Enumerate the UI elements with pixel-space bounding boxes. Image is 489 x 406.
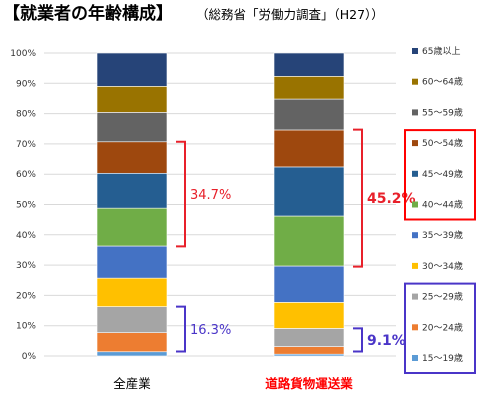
bar-segment — [96, 277, 168, 307]
bar-segment — [273, 52, 345, 77]
bar-segment — [96, 52, 168, 87]
bracket-label: 9.1% — [367, 333, 406, 349]
legend-highlight-box — [404, 282, 476, 375]
y-tick-label: 100% — [10, 49, 36, 59]
legend-swatch — [412, 232, 418, 239]
legend-swatch — [412, 324, 418, 331]
legend-label: 45～49歳 — [422, 168, 463, 180]
bracket — [176, 305, 186, 353]
legend-swatch — [412, 78, 418, 85]
bar-segment — [273, 166, 345, 217]
bar-segment — [273, 346, 345, 355]
legend-label: 50～54歳 — [422, 137, 463, 149]
bar-segment — [273, 98, 345, 131]
bracket — [353, 327, 363, 353]
legend-label: 25～29歳 — [422, 291, 463, 303]
bracket — [176, 140, 186, 248]
bracket-label: 34.7% — [190, 188, 231, 203]
chart-subtitle: （総務省「労働力調査」（H27）） — [196, 7, 384, 22]
y-tick-label: 70% — [16, 140, 36, 150]
legend-label: 65歳以上 — [422, 45, 460, 57]
bracket-annotations: 34.7% 16.3% 45.2% 9.1% — [176, 128, 416, 353]
y-tick-label: 30% — [16, 261, 36, 271]
bar-segment — [273, 215, 345, 267]
legend-swatch — [412, 48, 418, 54]
legend-highlight-box — [404, 129, 476, 221]
bar-segment — [96, 207, 168, 247]
y-tick-label: 50% — [16, 201, 36, 211]
bar-segment — [273, 302, 345, 329]
bar-segment — [273, 328, 345, 347]
legend-label: 55～59歳 — [422, 106, 463, 118]
bar-segment — [96, 245, 168, 279]
category-labels: 全産業 道路貨物運送業 — [113, 376, 353, 391]
y-tick-label: 60% — [16, 170, 36, 180]
legend: 65歳以上 60～64歳 55～59歳 50～54歳 45～49歳 40～44歳 35～39… — [404, 45, 476, 375]
bar-segment — [273, 129, 345, 168]
bar-segment — [96, 351, 168, 357]
bar-segment — [96, 141, 168, 174]
bracket-label: 16.3% — [190, 323, 231, 338]
legend-swatch — [412, 109, 418, 116]
legend-label: 30～34歳 — [422, 260, 463, 272]
y-tick-label: 0% — [22, 352, 37, 362]
y-tick-label: 90% — [16, 79, 36, 89]
bar-segment — [96, 86, 168, 113]
y-tick-label: 10% — [16, 322, 36, 332]
bar-segment — [96, 172, 168, 209]
legend-swatch — [412, 201, 418, 208]
chart-title: 【就業者の年齢構成】 — [3, 3, 173, 24]
bracket-label: 45.2% — [367, 191, 416, 207]
legend-label: 15～19歳 — [422, 352, 463, 364]
category-label: 全産業 — [113, 376, 151, 391]
legend-label: 60～64歳 — [422, 76, 463, 88]
y-tick-label: 20% — [16, 291, 36, 301]
bar-segment — [273, 76, 345, 100]
legend-label: 40～44歳 — [422, 199, 463, 211]
bar-segment — [96, 332, 168, 353]
y-tick-label: 40% — [16, 231, 36, 241]
bar-segment — [96, 112, 168, 143]
legend-swatch — [412, 170, 418, 177]
bar-segment — [273, 265, 345, 303]
legend-label: 35～39歳 — [422, 229, 463, 241]
legend-label: 20～24歳 — [422, 321, 463, 333]
y-tick-label: 80% — [16, 110, 36, 120]
legend-swatch — [412, 355, 418, 361]
stacked-bars — [96, 52, 345, 357]
legend-swatch — [412, 293, 418, 300]
y-axis-ticks: 0% 10% 20% 30% 40% 50% 60% 70% 80% 90% 100% — [10, 49, 36, 362]
category-label: 道路貨物運送業 — [265, 376, 353, 391]
legend-swatch — [412, 262, 418, 269]
legend-swatch — [412, 140, 418, 147]
bar-segment — [96, 306, 168, 333]
bracket — [353, 128, 363, 268]
